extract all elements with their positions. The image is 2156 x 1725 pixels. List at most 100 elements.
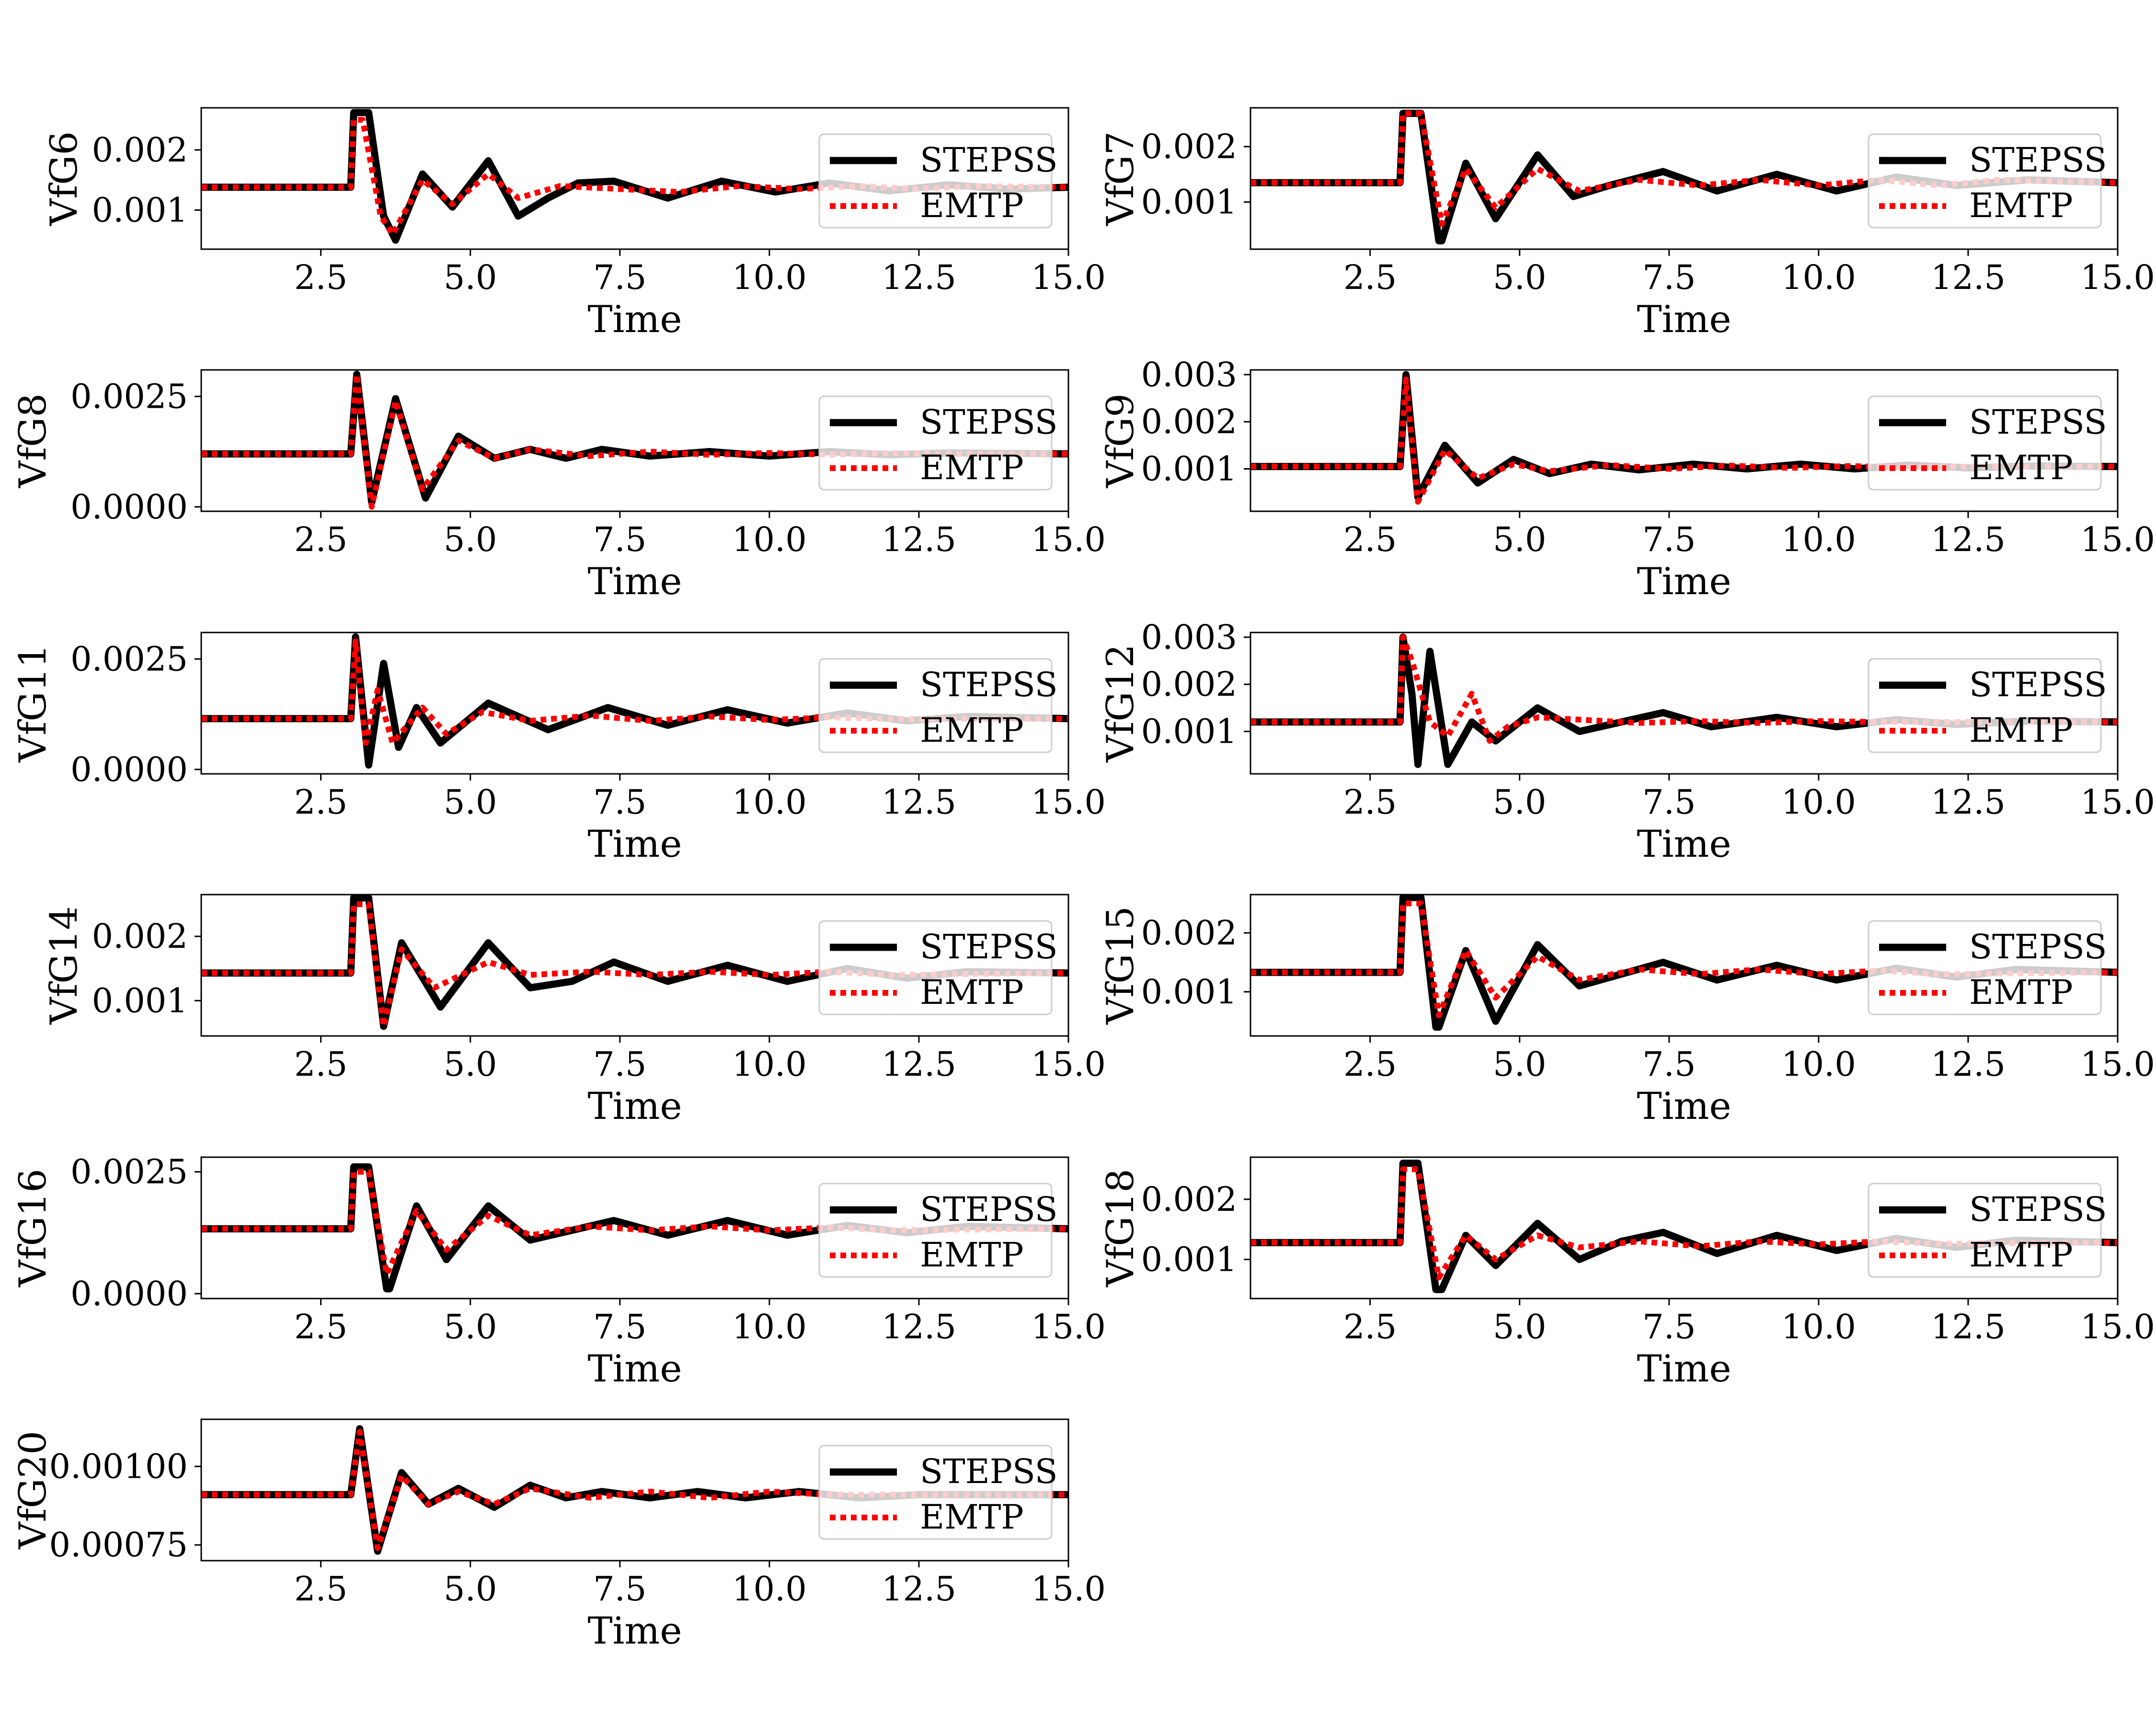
chart-2-ytick-label: 0.002: [1141, 127, 1237, 166]
chart-1-ylabel: VfG6: [43, 131, 86, 226]
chart-3-legend-emtp-label: EMTP: [920, 448, 1024, 487]
chart-6-ytick-label: 0.002: [1141, 665, 1237, 704]
chart-4-xlabel: Time: [1637, 560, 1731, 603]
chart-3-ytick-label: 0.0000: [70, 487, 188, 527]
chart-10-legend-stepss-label: STEPSS: [1969, 1190, 2107, 1229]
chart-2-legend-stepss-label: STEPSS: [1969, 140, 2107, 180]
chart-7-ytick-label: 0.002: [92, 917, 188, 956]
chart-6-ytick-label: 0.001: [1141, 712, 1237, 751]
chart-8-xtick-label: 12.5: [1931, 1045, 2006, 1084]
chart-10-xtick-label: 15.0: [2080, 1307, 2155, 1346]
chart-10-panel: 2.5 5.0 7.5 10.0 12.5 15.0 0.001 0.002 Time VfG18…: [1099, 1156, 2155, 1391]
chart-4-legend: STEPSS EMTP: [1868, 395, 2107, 491]
chart-10-xtick-label: 5.0: [1493, 1307, 1546, 1346]
chart-7-xtick-label: 7.5: [593, 1045, 646, 1084]
chart-1-legend: STEPSS EMTP: [818, 133, 1058, 229]
chart-5-xlabel: Time: [587, 823, 682, 866]
chart-7-legend-emtp-label: EMTP: [920, 973, 1024, 1012]
chart-4-ytick-label: 0.003: [1141, 355, 1237, 394]
chart-9-xtick-label: 10.0: [732, 1307, 807, 1346]
chart-11-xtick-label: 2.5: [294, 1569, 347, 1609]
chart-9-xlabel: Time: [587, 1347, 682, 1391]
chart-8-ytick-label: 0.001: [1141, 972, 1237, 1012]
chart-3-ylabel: VfG8: [11, 393, 55, 488]
chart-6-ytick-label: 0.003: [1141, 618, 1237, 657]
chart-6-xtick-label: 12.5: [1931, 782, 2006, 822]
chart-7-panel: 2.5 5.0 7.5 10.0 12.5 15.0 0.001 0.002 Time VfG14…: [43, 894, 1106, 1128]
chart-4-xtick-label: 15.0: [2080, 520, 2155, 559]
chart-8-legend-emtp-label: EMTP: [1969, 973, 2073, 1012]
chart-8-xlabel: Time: [1637, 1085, 1731, 1128]
chart-4-xtick-label: 10.0: [1781, 520, 1856, 559]
chart-8-xtick-label: 10.0: [1781, 1045, 1856, 1084]
chart-9-xtick-label: 12.5: [882, 1307, 956, 1346]
chart-8-legend-stepss-label: STEPSS: [1969, 927, 2107, 966]
chart-10-axes-frame: [1250, 1156, 2119, 1300]
chart-3-xtick-label: 5.0: [444, 520, 497, 559]
chart-11-legend-emtp-label: EMTP: [920, 1497, 1024, 1537]
chart-7-ylabel: VfG14: [43, 906, 86, 1025]
chart-8-ylabel: VfG15: [1099, 906, 1142, 1025]
chart-8-xtick-label: 7.5: [1642, 1045, 1696, 1084]
chart-10-xlabel: Time: [1637, 1347, 1731, 1391]
chart-2-xtick-label: 15.0: [2080, 258, 2155, 297]
chart-7-xtick-label: 2.5: [294, 1045, 347, 1084]
chart-5-ytick-label: 0.0025: [70, 639, 188, 678]
chart-1-series-emtp-line: [201, 117, 1068, 237]
chart-9-ytick-label: 0.0025: [70, 1152, 188, 1192]
chart-1-legend-stepss-label: STEPSS: [920, 140, 1058, 180]
chart-10-ylabel: VfG18: [1099, 1169, 1142, 1288]
chart-9-legend-emtp-label: EMTP: [920, 1235, 1024, 1275]
chart-6-legend: STEPSS EMTP: [1868, 658, 2107, 753]
chart-3-ytick-label: 0.0025: [70, 377, 188, 416]
chart-4-panel: 2.5 5.0 7.5 10.0 12.5 15.0 0.001 0.002 0.003 Time…: [1099, 355, 2155, 603]
chart-9-xtick-label: 2.5: [294, 1307, 347, 1346]
chart-7-legend: STEPSS EMTP: [818, 920, 1058, 1015]
chart-11-ylabel: VfG20: [11, 1431, 55, 1550]
chart-8-ytick-label: 0.002: [1141, 913, 1237, 953]
chart-6-series-emtp-line: [1250, 634, 2118, 744]
chart-11-xtick-label: 15.0: [1031, 1569, 1106, 1609]
chart-10-series-emtp-line: [1250, 1166, 2118, 1281]
chart-1-xtick-label: 12.5: [882, 258, 956, 297]
chart-3-axes-frame: [200, 369, 1069, 512]
chart-4-xtick-label: 7.5: [1642, 520, 1696, 559]
chart-1-xtick-label: 5.0: [444, 258, 497, 297]
chart-5-xtick-label: 2.5: [294, 782, 347, 822]
chart-5-axes-frame: [200, 632, 1069, 775]
chart-7-axes-frame: [200, 894, 1069, 1037]
chart-7-xtick-label: 15.0: [1031, 1045, 1106, 1084]
chart-11-ytick-label: 0.00100: [49, 1447, 188, 1486]
chart-3-xtick-label: 10.0: [732, 520, 807, 559]
chart-6-ylabel: VfG12: [1099, 644, 1142, 763]
chart-4-axes-frame: [1250, 369, 2119, 512]
chart-2-legend: STEPSS EMTP: [1868, 133, 2107, 229]
chart-3-legend: STEPSS EMTP: [818, 395, 1058, 491]
chart-3-series-emtp-line: [201, 371, 1068, 510]
chart-9-xtick-label: 15.0: [1031, 1307, 1106, 1346]
chart-10-xtick-label: 10.0: [1781, 1307, 1856, 1346]
chart-1-ytick-label: 0.001: [92, 190, 188, 230]
chart-5-xtick-label: 5.0: [444, 782, 497, 822]
chart-2-xtick-label: 10.0: [1781, 258, 1856, 297]
chart-10-ytick-label: 0.001: [1141, 1240, 1237, 1279]
chart-5-panel: 2.5 5.0 7.5 10.0 12.5 15.0 0.0000 0.0025 Time VfG…: [11, 632, 1106, 866]
chart-11-panel: 2.5 5.0 7.5 10.0 12.5 15.0 0.00075 0.00100 Time V…: [11, 1418, 1106, 1653]
chart-1-panel: 2.5 5.0 7.5 10.0 12.5 15.0 0.001 0.002 Time VfG6 S…: [43, 107, 1106, 341]
chart-3-xtick-label: 15.0: [1031, 520, 1106, 559]
chart-8-xtick-label: 15.0: [2080, 1045, 2155, 1084]
chart-4-ytick-label: 0.001: [1141, 449, 1237, 489]
chart-9-axes-frame: [200, 1156, 1069, 1300]
chart-6-axes-frame: [1250, 632, 2119, 775]
chart-9-legend: STEPSS EMTP: [818, 1183, 1058, 1278]
chart-4-xtick-label: 12.5: [1931, 520, 2006, 559]
chart-3-xtick-label: 2.5: [294, 520, 347, 559]
chart-2-xtick-label: 7.5: [1642, 258, 1696, 297]
chart-1-xtick-label: 10.0: [732, 258, 807, 297]
chart-1-xtick-label: 15.0: [1031, 258, 1106, 297]
chart-11-ytick-label: 0.00075: [49, 1525, 188, 1564]
chart-7-xlabel: Time: [587, 1085, 682, 1128]
chart-5-series-emtp-line: [201, 638, 1068, 746]
chart-2-axes-frame: [1250, 107, 2119, 250]
chart-7-legend-stepss-label: STEPSS: [920, 927, 1058, 966]
